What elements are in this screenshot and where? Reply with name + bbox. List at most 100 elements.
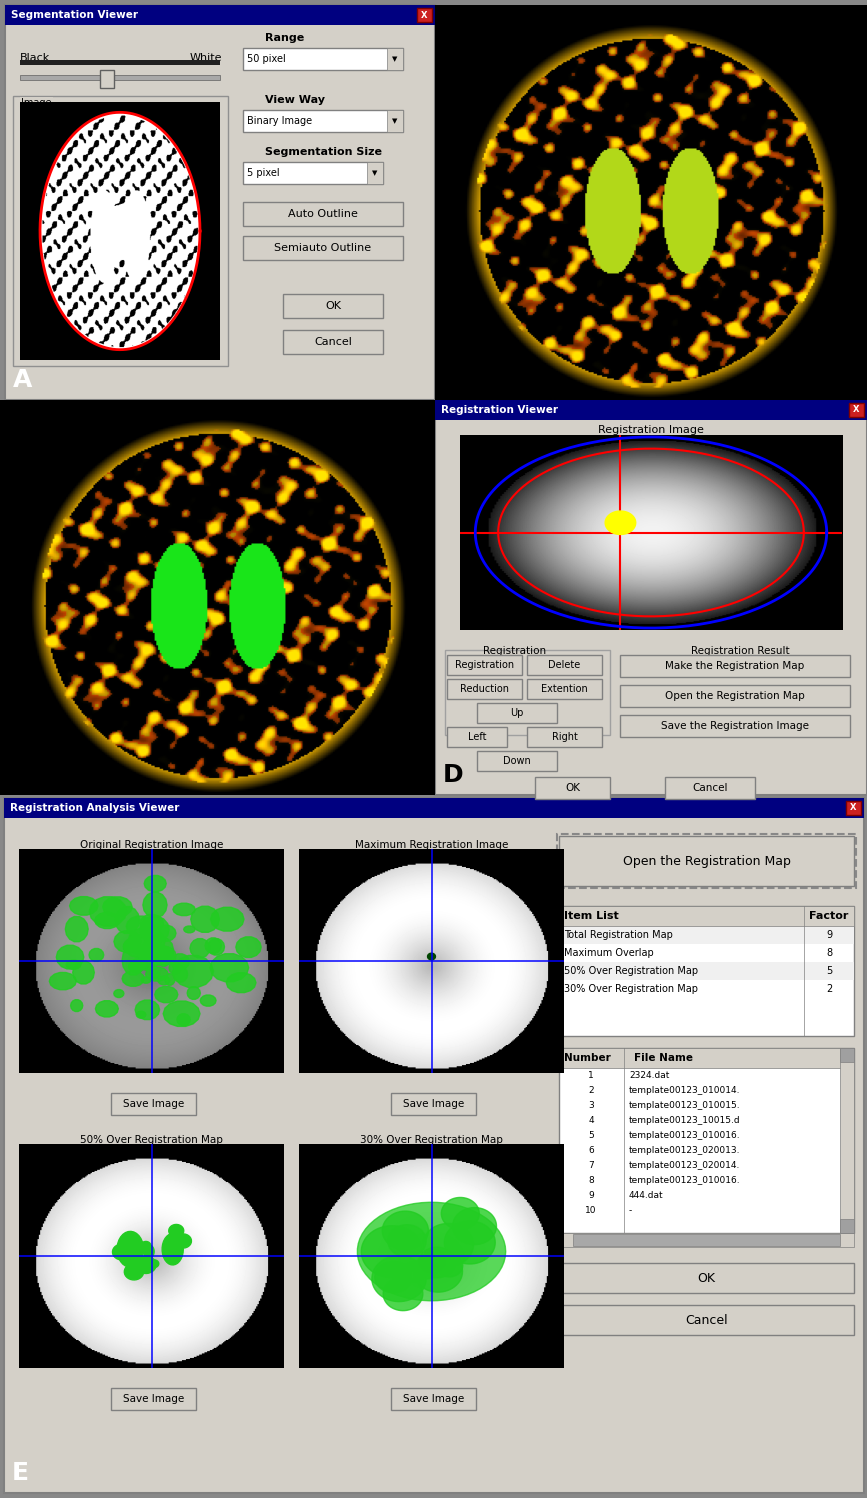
Polygon shape bbox=[375, 1261, 412, 1293]
Polygon shape bbox=[187, 987, 200, 999]
Polygon shape bbox=[184, 926, 195, 933]
Polygon shape bbox=[402, 1261, 427, 1282]
Polygon shape bbox=[114, 930, 141, 953]
Bar bbox=[391, 1389, 476, 1410]
Polygon shape bbox=[162, 1234, 183, 1264]
Bar bbox=[620, 685, 850, 707]
Text: 1: 1 bbox=[588, 1071, 594, 1080]
Text: Maximum Registration Image: Maximum Registration Image bbox=[355, 840, 508, 849]
Polygon shape bbox=[140, 951, 158, 971]
Polygon shape bbox=[236, 936, 261, 957]
Bar bbox=[5, 4, 435, 25]
Bar bbox=[559, 1263, 854, 1293]
Text: 8: 8 bbox=[826, 948, 832, 959]
Text: template00123_010014.: template00123_010014. bbox=[629, 1086, 740, 1095]
Bar bbox=[559, 1305, 854, 1335]
Polygon shape bbox=[117, 1231, 144, 1267]
Text: 30% Over Registration Map: 30% Over Registration Map bbox=[360, 1135, 503, 1144]
Polygon shape bbox=[605, 511, 636, 535]
Text: Cancel: Cancel bbox=[685, 1314, 727, 1327]
Polygon shape bbox=[124, 1264, 144, 1279]
Polygon shape bbox=[73, 962, 95, 984]
Text: Save Image: Save Image bbox=[403, 1100, 464, 1109]
Polygon shape bbox=[155, 987, 178, 1002]
Polygon shape bbox=[357, 1203, 505, 1300]
Text: File Name: File Name bbox=[634, 1053, 693, 1064]
Bar bbox=[243, 162, 383, 184]
Bar bbox=[243, 109, 403, 132]
Polygon shape bbox=[362, 1225, 422, 1278]
Text: Image: Image bbox=[21, 97, 51, 108]
Polygon shape bbox=[205, 938, 221, 953]
Bar bbox=[387, 109, 403, 132]
Polygon shape bbox=[453, 1207, 497, 1245]
Text: Save Image: Save Image bbox=[403, 1395, 464, 1404]
Bar bbox=[559, 906, 854, 1037]
Text: Factor: Factor bbox=[809, 911, 849, 921]
Text: ▼: ▼ bbox=[392, 55, 398, 61]
Polygon shape bbox=[388, 1225, 427, 1257]
Polygon shape bbox=[147, 945, 174, 965]
Polygon shape bbox=[66, 960, 81, 969]
Text: 6: 6 bbox=[588, 1146, 594, 1155]
Bar bbox=[559, 962, 854, 980]
Bar bbox=[559, 1049, 854, 1233]
Bar bbox=[447, 655, 522, 676]
Polygon shape bbox=[208, 939, 225, 956]
Bar bbox=[477, 703, 557, 724]
Polygon shape bbox=[143, 893, 167, 918]
Polygon shape bbox=[165, 974, 175, 986]
Text: Extention: Extention bbox=[541, 685, 588, 694]
Polygon shape bbox=[157, 947, 176, 965]
Polygon shape bbox=[141, 1242, 151, 1249]
Text: X: X bbox=[421, 10, 427, 19]
Bar bbox=[620, 715, 850, 737]
Polygon shape bbox=[122, 945, 145, 975]
Polygon shape bbox=[419, 1246, 455, 1278]
Text: Registration Analysis Viewer: Registration Analysis Viewer bbox=[10, 803, 179, 813]
Bar bbox=[111, 1094, 196, 1115]
Polygon shape bbox=[150, 971, 160, 978]
Bar bbox=[435, 400, 867, 419]
Text: Binary Image: Binary Image bbox=[247, 115, 312, 126]
Text: Save the Registration Image: Save the Registration Image bbox=[661, 721, 809, 731]
Text: 7: 7 bbox=[588, 1161, 594, 1170]
Text: template00123_10015.d: template00123_10015.d bbox=[629, 1116, 740, 1125]
Polygon shape bbox=[140, 914, 164, 932]
Bar bbox=[559, 836, 854, 885]
Polygon shape bbox=[144, 875, 166, 891]
Bar bbox=[4, 798, 864, 1494]
Polygon shape bbox=[445, 1221, 495, 1264]
Text: 30% Over Registration Map: 30% Over Registration Map bbox=[564, 984, 698, 995]
Text: 8: 8 bbox=[588, 1176, 594, 1185]
Polygon shape bbox=[372, 1255, 427, 1302]
Text: Semiauto Outline: Semiauto Outline bbox=[275, 243, 372, 253]
Bar bbox=[100, 70, 114, 88]
Bar bbox=[4, 798, 864, 818]
Text: ▼: ▼ bbox=[392, 118, 398, 124]
Text: 2324.dat: 2324.dat bbox=[629, 1071, 669, 1080]
Text: 5: 5 bbox=[588, 1131, 594, 1140]
Text: 2: 2 bbox=[826, 984, 832, 995]
Polygon shape bbox=[141, 977, 151, 983]
Text: E: E bbox=[12, 1461, 29, 1485]
Text: Save Image: Save Image bbox=[123, 1100, 184, 1109]
Text: X: X bbox=[851, 803, 857, 812]
Text: Black: Black bbox=[20, 52, 50, 63]
Text: 5 pixel: 5 pixel bbox=[247, 168, 280, 178]
Bar bbox=[5, 4, 435, 400]
Polygon shape bbox=[163, 1001, 200, 1026]
Text: Cancel: Cancel bbox=[692, 783, 727, 792]
Text: Registration: Registration bbox=[455, 661, 514, 670]
Bar bbox=[840, 1049, 854, 1062]
Text: 50% Over Registration Map: 50% Over Registration Map bbox=[564, 966, 698, 977]
Polygon shape bbox=[382, 1210, 428, 1251]
Bar bbox=[535, 777, 610, 798]
Bar bbox=[620, 655, 850, 677]
Bar bbox=[840, 1049, 854, 1233]
Polygon shape bbox=[175, 1234, 192, 1248]
Bar bbox=[559, 1049, 854, 1068]
Text: 9: 9 bbox=[826, 930, 832, 941]
Polygon shape bbox=[190, 939, 210, 957]
Polygon shape bbox=[95, 1001, 119, 1017]
